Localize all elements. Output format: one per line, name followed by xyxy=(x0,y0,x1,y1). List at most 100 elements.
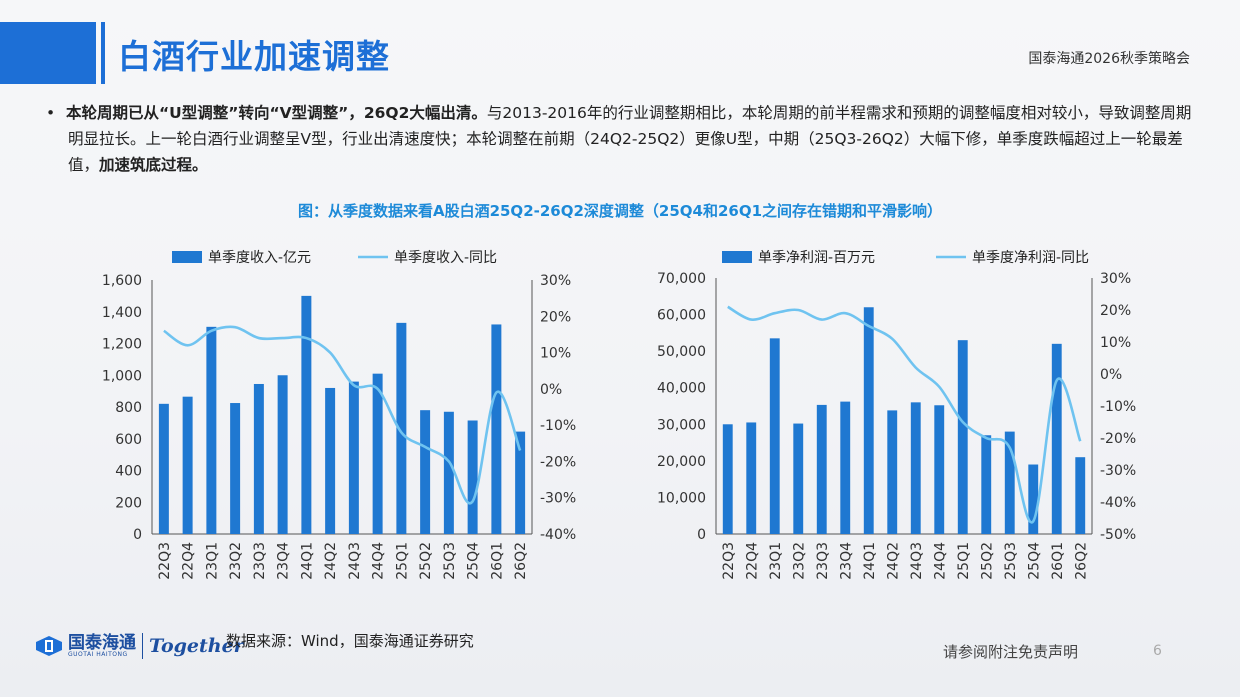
left-tick-label: 400 xyxy=(115,464,142,480)
logo-en-text: GUOTAI HAITONG xyxy=(68,650,128,658)
report-name: 国泰海通2026秋季策略会 xyxy=(1028,51,1190,67)
x-tick-label: 25Q3 xyxy=(442,542,458,580)
right-tick-label: 30% xyxy=(540,273,571,289)
right-tick-label: 10% xyxy=(1100,335,1131,351)
left-tick-label: 60,000 xyxy=(657,308,706,324)
together-logo-text: Together xyxy=(149,635,244,657)
x-tick-label: 23Q4 xyxy=(276,542,292,580)
bar xyxy=(515,431,526,534)
right-tick-label: -30% xyxy=(1100,463,1136,479)
bar xyxy=(1028,464,1039,534)
series-line xyxy=(727,305,1082,524)
right-tick-label: 10% xyxy=(540,346,571,362)
x-tick-label: 25Q2 xyxy=(418,542,434,580)
bar xyxy=(372,373,383,534)
bar xyxy=(158,403,169,534)
bar xyxy=(981,435,992,534)
right-tick-label: -40% xyxy=(1100,495,1136,511)
legend-bar-swatch xyxy=(722,251,752,263)
left-tick-label: 1,200 xyxy=(102,337,142,353)
x-tick-label: 26Q1 xyxy=(489,542,505,580)
bar xyxy=(253,383,264,534)
left-tick-label: 200 xyxy=(115,495,142,511)
x-tick-label: 22Q4 xyxy=(181,542,197,580)
figure-title: 图：从季度数据来看A股白酒25Q2-26Q2深度调整（25Q4和26Q1之间存在… xyxy=(297,202,943,220)
bar xyxy=(769,338,780,534)
bar xyxy=(910,402,921,534)
x-tick-label: 23Q1 xyxy=(768,542,784,580)
bar xyxy=(467,420,478,534)
legend-bar-label: 单季度收入-亿元 xyxy=(208,250,311,266)
x-tick-label: 24Q4 xyxy=(932,542,948,580)
bullet-dot-icon: • xyxy=(46,104,56,122)
disclaimer-link[interactable]: 请参阅附注免责声明 xyxy=(943,643,1079,661)
left-tick-label: 20,000 xyxy=(657,454,706,470)
bullet-paragraph: • 本轮周期已从“U型调整”转向“V型调整”，26Q2大幅出清。与2013-20… xyxy=(46,100,1194,178)
bar xyxy=(325,387,336,534)
page-title: 白酒行业加速调整 xyxy=(118,37,390,76)
x-tick-label: 25Q4 xyxy=(1026,542,1042,580)
bar xyxy=(722,424,733,534)
x-tick-label: 22Q4 xyxy=(744,542,760,580)
company-logo: 国泰海通 GUOTAI HAITONG Together xyxy=(36,633,244,659)
x-tick-label: 23Q3 xyxy=(815,542,831,580)
left-tick-label: 10,000 xyxy=(657,490,706,506)
data-source: 数据来源：Wind，国泰海通证券研究 xyxy=(226,632,474,650)
legend-line-label: 单季度净利润-同比 xyxy=(972,250,1089,266)
left-tick-label: 40,000 xyxy=(657,381,706,397)
x-tick-label: 24Q3 xyxy=(909,542,925,580)
bar xyxy=(396,322,407,534)
bar xyxy=(182,396,193,534)
bar xyxy=(957,340,968,534)
bar xyxy=(863,307,874,534)
right-tick-label: -50% xyxy=(1100,527,1136,543)
right-tick-label: 0% xyxy=(540,382,562,398)
left-tick-label: 600 xyxy=(115,432,142,448)
left-tick-label: 30,000 xyxy=(657,417,706,433)
x-tick-label: 25Q1 xyxy=(956,542,972,580)
bar xyxy=(1004,431,1015,534)
bar xyxy=(277,375,288,534)
bar xyxy=(491,324,502,534)
x-tick-label: 25Q3 xyxy=(1003,542,1019,580)
logo-separator xyxy=(142,633,143,659)
header-accent-line xyxy=(101,22,105,84)
x-tick-label: 24Q1 xyxy=(299,542,315,580)
x-tick-label: 24Q4 xyxy=(371,542,387,580)
logo-cn-text: 国泰海通 xyxy=(68,632,136,653)
right-tick-label: 30% xyxy=(1100,271,1131,287)
bar xyxy=(1051,343,1062,534)
left-tick-label: 70,000 xyxy=(657,271,706,287)
bullet-bold-lead: 本轮周期已从“U型调整”转向“V型调整”，26Q2大幅出清。 xyxy=(66,104,487,122)
bar xyxy=(301,295,312,534)
left-tick-label: 0 xyxy=(697,527,706,543)
bar xyxy=(793,423,804,534)
bar xyxy=(816,404,827,534)
bar xyxy=(348,381,359,534)
bar xyxy=(1075,457,1086,534)
bar xyxy=(840,401,851,534)
x-tick-label: 24Q2 xyxy=(323,542,339,580)
x-tick-label: 25Q2 xyxy=(979,542,995,580)
header-accent-block xyxy=(0,22,96,84)
bar xyxy=(746,422,757,534)
x-tick-label: 25Q1 xyxy=(394,542,410,580)
bar xyxy=(443,411,454,534)
right-tick-label: 20% xyxy=(540,309,571,325)
bullet-body: 与2013-2016年的行业调整期相比，本轮周期的前半程需求和预期的调整幅度相对… xyxy=(68,104,1192,174)
series-line xyxy=(163,325,522,505)
revenue-chart: 0 200 400 600 800 1,000 1,200 1,400 1,600 -40% -30… xyxy=(102,250,576,580)
bar xyxy=(887,410,898,534)
right-tick-label: -30% xyxy=(540,491,576,507)
right-tick-label: -20% xyxy=(540,454,576,470)
x-tick-label: 22Q3 xyxy=(157,542,173,580)
x-tick-label: 23Q4 xyxy=(838,542,854,580)
bullet-bold-tail: 加速筑底过程。 xyxy=(99,156,208,174)
bar xyxy=(206,326,217,534)
x-tick-label: 25Q4 xyxy=(466,542,482,580)
x-tick-label: 23Q3 xyxy=(252,542,268,580)
right-tick-label: -40% xyxy=(540,527,576,543)
left-tick-label: 1,400 xyxy=(102,305,142,321)
page-number: 6 xyxy=(1153,643,1162,659)
right-tick-label: -20% xyxy=(1100,431,1136,447)
